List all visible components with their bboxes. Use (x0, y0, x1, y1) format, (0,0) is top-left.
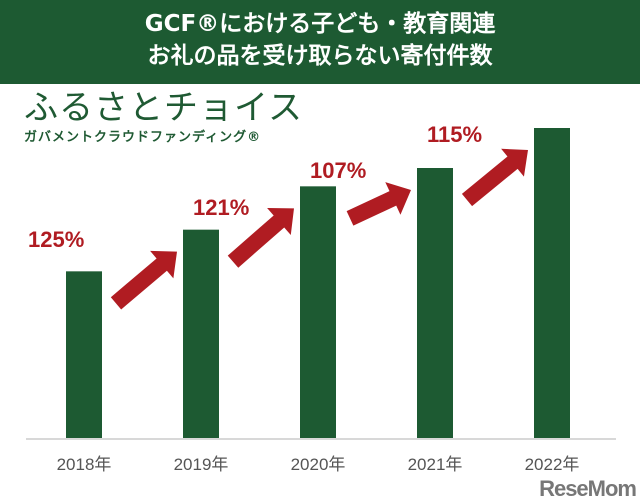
arrow-shape (461, 148, 528, 207)
title-line-2: お礼の品を受け取らない寄付件数 (147, 43, 493, 69)
x-tick-label: 2022年 (525, 455, 580, 474)
title-line-1: GCF®における子ども・教育関連 (144, 11, 496, 37)
growth-label: 107% (310, 158, 366, 183)
x-tick-label: 2019年 (174, 455, 229, 474)
bar-2019 (183, 229, 219, 438)
growth-label: 115% (427, 122, 482, 147)
x-tick-label: 2018年 (57, 455, 112, 474)
logo-sub-text: ガバメントクラウドファンディング® (24, 130, 262, 145)
arrow-shape (346, 182, 411, 226)
growth-arrow (227, 207, 294, 268)
chart-title-banner: GCF®における子ども・教育関連 お礼の品を受け取らない寄付件数 (0, 0, 640, 84)
arrow-shape (110, 250, 178, 310)
x-tick-label: 2020年 (291, 455, 346, 474)
logo-main-text: ふるさとチョイス (24, 88, 303, 128)
resemom-watermark: ReseMom (539, 476, 637, 501)
x-tick-label: 2021年 (408, 455, 463, 474)
bar-2021 (417, 168, 453, 438)
arrow-shape (227, 207, 294, 268)
bar-2020 (300, 186, 336, 438)
growth-arrow (346, 182, 411, 226)
growth-label: 121% (193, 195, 249, 220)
growth-label: 125% (28, 227, 84, 252)
bar-2018 (66, 271, 102, 438)
bar-2022 (534, 128, 570, 438)
growth-arrow (110, 250, 178, 310)
furusato-choice-logo: ふるさとチョイス ガバメントクラウドファンディング® (24, 88, 303, 146)
growth-arrow (461, 148, 528, 207)
